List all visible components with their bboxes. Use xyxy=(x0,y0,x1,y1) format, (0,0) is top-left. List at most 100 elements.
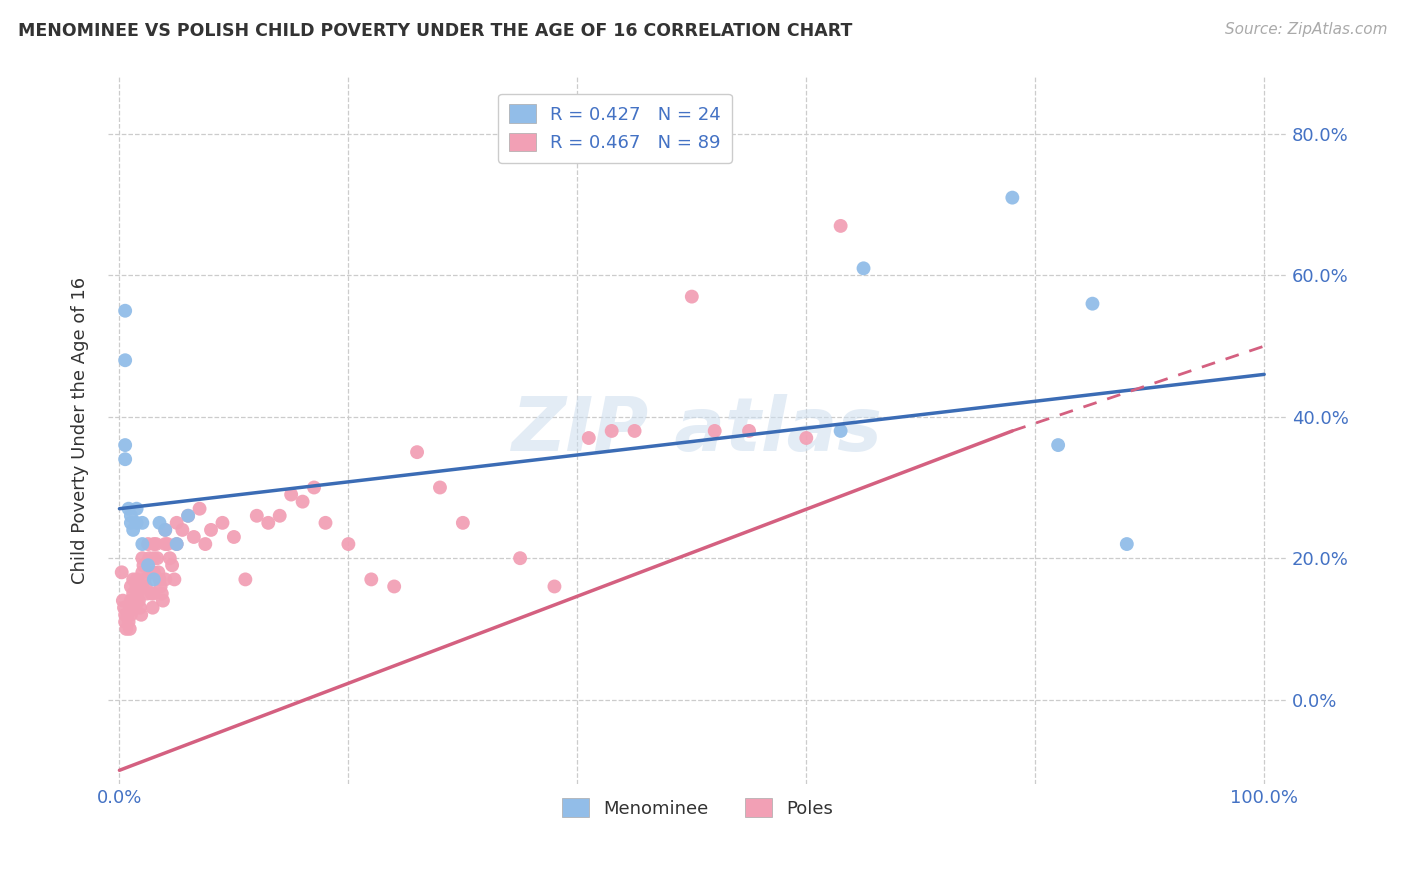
Point xyxy=(134,573,156,587)
Point xyxy=(114,452,136,467)
Point xyxy=(135,586,157,600)
Point xyxy=(148,566,170,580)
Point xyxy=(120,607,142,622)
Point xyxy=(146,551,169,566)
Point xyxy=(117,615,139,629)
Point xyxy=(235,573,257,587)
Point xyxy=(131,516,153,530)
Point xyxy=(131,566,153,580)
Point xyxy=(1081,296,1104,310)
Point xyxy=(114,353,136,368)
Point xyxy=(124,600,146,615)
Point xyxy=(118,622,141,636)
Point xyxy=(429,481,451,495)
Point xyxy=(222,530,245,544)
Point xyxy=(115,622,138,636)
Point xyxy=(166,537,188,551)
Point xyxy=(509,551,531,566)
Point xyxy=(125,579,148,593)
Point xyxy=(125,573,148,587)
Point xyxy=(111,593,134,607)
Point xyxy=(159,551,181,566)
Point xyxy=(131,537,153,551)
Point xyxy=(131,551,153,566)
Point xyxy=(120,579,142,593)
Point xyxy=(129,607,152,622)
Point xyxy=(246,508,269,523)
Point xyxy=(112,600,135,615)
Point xyxy=(120,508,142,523)
Point xyxy=(152,593,174,607)
Point xyxy=(1001,191,1024,205)
Point xyxy=(177,508,200,523)
Point xyxy=(578,431,600,445)
Point xyxy=(139,566,162,580)
Point xyxy=(163,573,186,587)
Point xyxy=(830,219,852,233)
Point xyxy=(543,579,565,593)
Point xyxy=(132,558,155,573)
Point xyxy=(257,516,280,530)
Point xyxy=(148,516,170,530)
Point xyxy=(852,261,875,276)
Point xyxy=(120,593,142,607)
Point xyxy=(129,600,152,615)
Point xyxy=(125,501,148,516)
Point xyxy=(142,566,165,580)
Point xyxy=(125,593,148,607)
Text: MENOMINEE VS POLISH CHILD POVERTY UNDER THE AGE OF 16 CORRELATION CHART: MENOMINEE VS POLISH CHILD POVERTY UNDER … xyxy=(18,22,852,40)
Point xyxy=(830,424,852,438)
Point xyxy=(114,438,136,452)
Point xyxy=(114,303,136,318)
Point xyxy=(117,607,139,622)
Point xyxy=(382,579,405,593)
Point xyxy=(142,551,165,566)
Point xyxy=(122,573,145,587)
Point xyxy=(155,523,177,537)
Point xyxy=(600,424,623,438)
Point xyxy=(623,424,645,438)
Legend: Menominee, Poles: Menominee, Poles xyxy=(555,791,841,825)
Point xyxy=(794,431,817,445)
Point xyxy=(148,573,170,587)
Point xyxy=(136,537,159,551)
Point xyxy=(337,537,360,551)
Point xyxy=(135,579,157,593)
Point xyxy=(141,586,163,600)
Point xyxy=(155,537,177,551)
Point xyxy=(166,537,188,551)
Point xyxy=(177,508,200,523)
Point xyxy=(124,593,146,607)
Point xyxy=(125,516,148,530)
Point xyxy=(360,573,382,587)
Point xyxy=(451,516,474,530)
Point xyxy=(155,573,177,587)
Point xyxy=(406,445,429,459)
Point xyxy=(131,579,153,593)
Point xyxy=(120,516,142,530)
Point xyxy=(302,481,325,495)
Point xyxy=(703,424,725,438)
Point xyxy=(122,523,145,537)
Point xyxy=(269,508,291,523)
Point xyxy=(166,516,188,530)
Point xyxy=(1115,537,1137,551)
Y-axis label: Child Poverty Under the Age of 16: Child Poverty Under the Age of 16 xyxy=(72,277,89,584)
Point xyxy=(111,566,134,580)
Point xyxy=(142,600,165,615)
Point xyxy=(128,593,150,607)
Point xyxy=(142,573,165,587)
Point xyxy=(291,494,314,508)
Point xyxy=(138,551,160,566)
Point xyxy=(183,530,205,544)
Point xyxy=(114,607,136,622)
Point xyxy=(142,586,165,600)
Point xyxy=(155,523,177,537)
Point xyxy=(142,537,165,551)
Point xyxy=(114,615,136,629)
Point xyxy=(122,586,145,600)
Point xyxy=(1047,438,1070,452)
Point xyxy=(280,487,302,501)
Point xyxy=(188,501,211,516)
Point xyxy=(120,600,142,615)
